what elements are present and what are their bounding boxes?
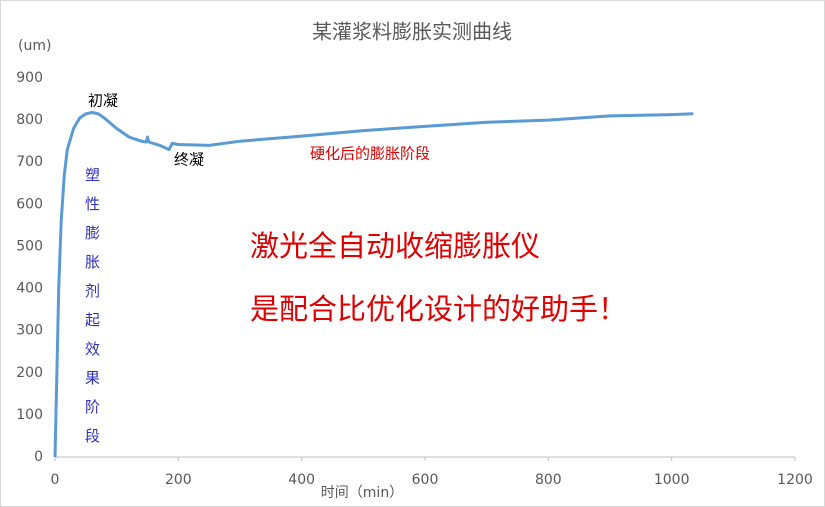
- x-tick-label: 1200: [777, 472, 813, 488]
- annotation: 终凝: [174, 151, 204, 169]
- y-tick-label: 500: [16, 238, 43, 254]
- x-tick-label: 800: [535, 472, 562, 488]
- x-tick-label: 1000: [654, 472, 690, 488]
- y-tick-label: 100: [16, 407, 43, 423]
- x-tick-label: 600: [412, 472, 439, 488]
- x-tick-label: 200: [165, 472, 192, 488]
- x-tick-label: 400: [288, 472, 315, 488]
- y-tick-label: 400: [16, 281, 43, 297]
- annotation: 塑性膨胀剂起效果阶段: [83, 167, 101, 457]
- annotation: 硬化后的膨胀阶段: [310, 145, 430, 163]
- annotation: 初凝: [88, 92, 118, 110]
- y-tick-label: 800: [16, 112, 43, 128]
- y-tick-label: 700: [16, 154, 43, 170]
- y-axis-label: (um): [18, 38, 51, 54]
- y-tick-label: 900: [16, 70, 43, 86]
- data-line: [53, 111, 694, 458]
- y-tick-label: 0: [34, 449, 43, 465]
- y-tick-label: 200: [16, 365, 43, 381]
- y-tick-label: 600: [16, 196, 43, 212]
- chart-title: 某灌浆料膨胀实测曲线: [312, 20, 512, 44]
- y-tick-label: 300: [16, 323, 43, 339]
- x-axis-label: 时间（min）: [321, 485, 403, 501]
- x-tick-label: 0: [51, 472, 60, 488]
- annotation: 激光全自动收缩膨胀仪: [250, 229, 540, 263]
- annotation: 是配合比优化设计的好助手！: [250, 292, 627, 326]
